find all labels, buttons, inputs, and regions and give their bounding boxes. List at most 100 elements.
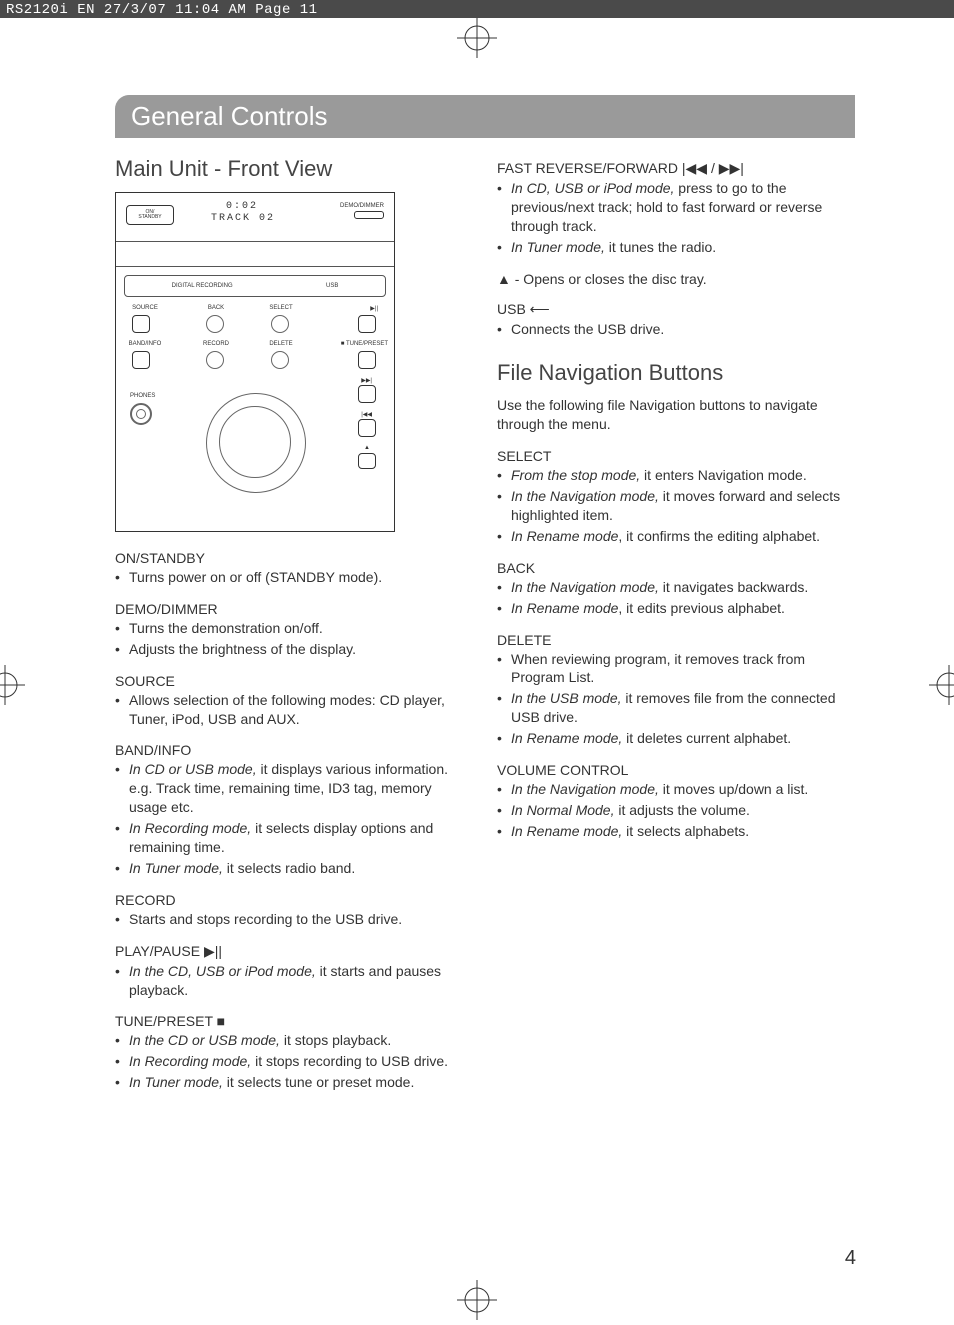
registration-mark-top: [457, 18, 497, 58]
control-bullets: When reviewing program, it removes track…: [497, 650, 855, 748]
left-column: Main Unit - Front View ON/ STANDBY 0:02 …: [115, 156, 473, 1094]
control-heading: DELETE: [497, 632, 855, 648]
display-track: TRACK 02: [211, 213, 275, 224]
strip-digital-recording: DIGITAL RECORDING: [172, 283, 233, 289]
registration-mark-right: [929, 665, 954, 705]
strip-labels: DIGITAL RECORDING USB: [124, 275, 386, 297]
left-controls-list: ON/STANDBY Turns power on or off (STANDBY…: [115, 550, 473, 1092]
bullet-item: In the CD or USB mode, it stops playback…: [115, 1031, 473, 1050]
bullet-item: In Tuner mode, it selects tune or preset…: [115, 1073, 473, 1092]
registration-mark-left: [0, 665, 25, 705]
bullet-item: In Tuner mode, it tunes the radio.: [497, 238, 855, 257]
bullet-item: In Recording mode, it stops recording to…: [115, 1052, 473, 1071]
btn-record: [206, 351, 224, 369]
control-heading: TUNE/PRESET ■: [115, 1013, 473, 1029]
control-bullets: From the stop mode, it enters Navigation…: [497, 466, 855, 546]
bullet-item: From the stop mode, it enters Navigation…: [497, 466, 855, 485]
control-heading: SOURCE: [115, 673, 473, 689]
bullet-item: In Rename mode, it deletes current alpha…: [497, 729, 855, 748]
control-bullets: Turns power on or off (STANDBY mode).: [115, 568, 473, 587]
control-bullets: In the Navigation mode, it moves up/down…: [497, 780, 855, 841]
control-heading: RECORD: [115, 892, 473, 908]
control-heading: DEMO/DIMMER: [115, 601, 473, 617]
heading-fast-reverse-forward: FAST REVERSE/FORWARD |◀◀ / ▶▶|: [497, 160, 855, 177]
fast-rev-fwd-bullets: In CD, USB or iPod mode, press to go to …: [497, 179, 855, 257]
control-bullets: Allows selection of the following modes:…: [115, 691, 473, 729]
page-title: General Controls: [115, 95, 855, 138]
lbl-rr: |◀◀: [361, 411, 372, 418]
lbl-band: BAND/INFO: [126, 341, 164, 347]
bullet-item: In the Navigation mode, it moves up/down…: [497, 780, 855, 799]
btn-rr: [358, 419, 376, 437]
lbl-source: SOURCE: [130, 305, 160, 311]
control-heading: PLAY/PAUSE ▶||: [115, 943, 473, 960]
control-heading: BACK: [497, 560, 855, 576]
btn-play: [358, 315, 376, 333]
bullet-item: Adjusts the brightness of the display.: [115, 640, 473, 659]
bullet-item: When reviewing program, it removes track…: [497, 650, 855, 688]
btn-delete: [271, 351, 289, 369]
btn-back: [206, 315, 224, 333]
display-time: 0:02: [226, 201, 258, 212]
btn-ff: [358, 385, 376, 403]
volume-knob: [206, 393, 306, 493]
page-number: 4: [845, 1247, 856, 1270]
bullet-item: In the CD, USB or iPod mode, it starts a…: [115, 962, 473, 1000]
bullet-item: Turns power on or off (STANDBY mode).: [115, 568, 473, 587]
registration-mark-bottom: [457, 1280, 497, 1320]
heading-usb: USB ⟵: [497, 301, 855, 318]
bullet-item: Allows selection of the following modes:…: [115, 691, 473, 729]
lbl-ff: ▶▶|: [361, 377, 372, 384]
demo-dimmer-btn: [354, 211, 384, 219]
bullet-item: Turns the demonstration on/off.: [115, 619, 473, 638]
eject-line: ▲ - Opens or closes the disc tray.: [497, 271, 855, 287]
bullet-item: In the Navigation mode, it moves forward…: [497, 487, 855, 525]
bullet-item: In CD, USB or iPod mode, press to go to …: [497, 179, 855, 236]
phones-jack: [130, 403, 152, 425]
bullet-item: In Rename mode, it edits previous alphab…: [497, 599, 855, 618]
right-column: FAST REVERSE/FORWARD |◀◀ / ▶▶| In CD, US…: [497, 156, 855, 1094]
bullet-item: In Tuner mode, it selects radio band.: [115, 859, 473, 878]
section-heading-main-unit: Main Unit - Front View: [115, 156, 473, 182]
control-bullets: In the Navigation mode, it navigates bac…: [497, 578, 855, 618]
strip-usb: USB: [326, 283, 338, 289]
bullet-item: In the Navigation mode, it navigates bac…: [497, 578, 855, 597]
control-heading: VOLUME CONTROL: [497, 762, 855, 778]
lbl-delete: DELETE: [266, 341, 296, 347]
lbl-play: ▶||: [348, 305, 378, 312]
bullet-item: Starts and stops recording to the USB dr…: [115, 910, 473, 929]
section-heading-file-nav: File Navigation Buttons: [497, 360, 855, 386]
lbl-record: RECORD: [201, 341, 231, 347]
right-controls-list: SELECT From the stop mode, it enters Navi…: [497, 448, 855, 840]
btn-band: [132, 351, 150, 369]
bullet-item: In CD or USB mode, it displays various i…: [115, 760, 473, 817]
control-bullets: Turns the demonstration on/off. Adjusts t…: [115, 619, 473, 659]
cd-tray-slot: [116, 241, 394, 267]
lbl-back: BACK: [201, 305, 231, 311]
control-bullets: In the CD or USB mode, it stops playback…: [115, 1031, 473, 1092]
btn-eject: [358, 453, 376, 469]
bullet-item: In Rename mode, it selects alphabets.: [497, 822, 855, 841]
control-bullets: In the CD, USB or iPod mode, it starts a…: [115, 962, 473, 1000]
bullet-item: In Rename mode, it confirms the editing …: [497, 527, 855, 546]
bullet-item: In Recording mode, it selects display op…: [115, 819, 473, 857]
btn-tune: [358, 351, 376, 369]
control-bullets: In CD or USB mode, it displays various i…: [115, 760, 473, 877]
bullet-item: In Normal Mode, it adjusts the volume.: [497, 801, 855, 820]
btn-source: [132, 315, 150, 333]
control-heading: SELECT: [497, 448, 855, 464]
btn-select: [271, 315, 289, 333]
control-bullets: Starts and stops recording to the USB dr…: [115, 910, 473, 929]
usb-bullets: Connects the USB drive.: [497, 320, 855, 339]
control-heading: BAND/INFO: [115, 742, 473, 758]
lbl-eject: ▲: [364, 445, 370, 451]
lbl-tune: ■ TUNE/PRESET: [340, 341, 388, 347]
demo-dimmer-label: DEMO/DIMMER: [340, 203, 384, 209]
lbl-select: SELECT: [266, 305, 296, 311]
bullet-item: In the USB mode, it removes file from th…: [497, 689, 855, 727]
file-nav-intro: Use the following file Navigation button…: [497, 396, 855, 434]
device-illustration: ON/ STANDBY 0:02 TRACK 02 DEMO/DIMMER DI…: [115, 192, 395, 532]
control-heading: ON/STANDBY: [115, 550, 473, 566]
bullet-item: Connects the USB drive.: [497, 320, 855, 339]
crop-header: RS2120i EN 27/3/07 11:04 AM Page 11: [0, 0, 954, 18]
